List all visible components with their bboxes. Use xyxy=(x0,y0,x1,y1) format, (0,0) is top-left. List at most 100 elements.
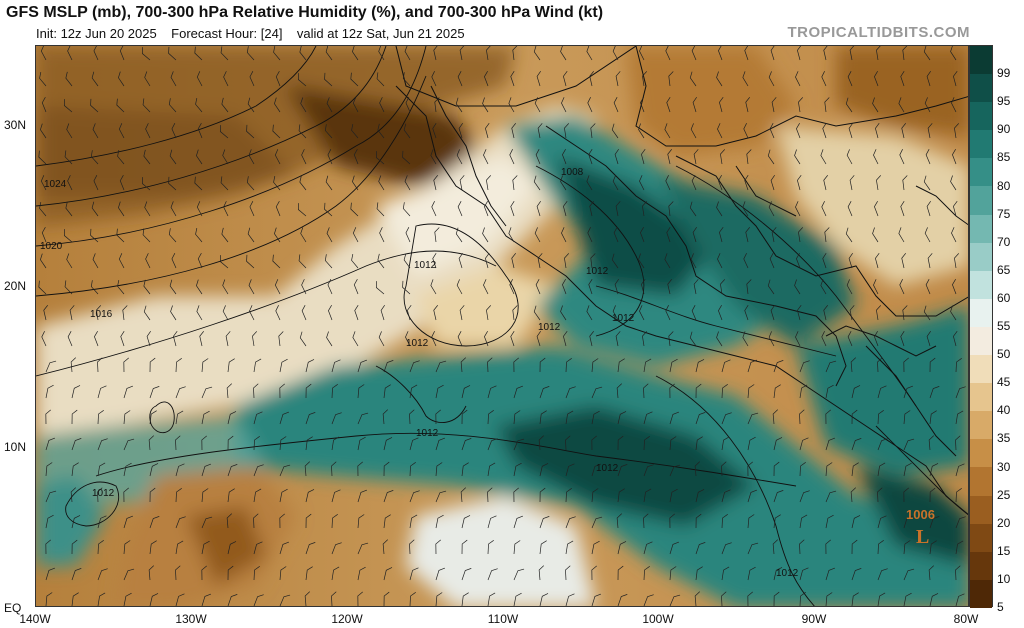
wind-barb xyxy=(773,591,780,606)
colorbar-label: 35 xyxy=(997,431,1011,446)
wind-barb xyxy=(721,513,728,529)
wind-barb xyxy=(383,437,393,451)
wind-barb xyxy=(298,124,307,139)
wind-barb xyxy=(667,149,672,165)
wind-barb xyxy=(510,330,515,347)
wind-barb xyxy=(45,409,51,425)
wind-barb xyxy=(611,123,619,139)
wind-barb xyxy=(691,304,697,321)
wind-barb xyxy=(175,593,185,606)
wind-barb xyxy=(196,201,203,217)
wind-barb xyxy=(591,593,602,606)
wind-barb xyxy=(951,227,957,243)
wind-barb xyxy=(692,96,697,113)
wind-barb xyxy=(821,331,827,347)
wind-barb xyxy=(851,515,861,529)
wind-barb xyxy=(747,359,758,373)
wind-barb xyxy=(253,358,262,373)
wind-barb xyxy=(149,487,156,503)
wind-barb xyxy=(718,304,723,321)
wind-barb xyxy=(123,592,132,606)
wind-barb xyxy=(669,541,680,555)
isobar-label: 1012 xyxy=(406,338,429,349)
wind-barb xyxy=(924,227,931,243)
wind-barb xyxy=(799,567,809,581)
wind-barb xyxy=(845,97,853,113)
lat-label: 10N xyxy=(4,440,27,454)
colorbar-label: 45 xyxy=(997,375,1011,390)
wind-barb xyxy=(171,253,177,269)
wind-barb xyxy=(721,542,732,555)
wind-barb xyxy=(950,175,957,191)
wind-barb xyxy=(246,254,255,269)
wind-barb xyxy=(435,360,447,373)
wind-barb xyxy=(305,566,313,581)
wind-barb xyxy=(461,409,468,425)
wind-barb xyxy=(382,409,389,425)
wind-barb xyxy=(900,200,905,217)
wind-barb xyxy=(563,200,568,217)
wind-barb xyxy=(825,437,836,451)
wind-barb xyxy=(742,331,749,347)
wind-barb xyxy=(825,490,837,503)
lat-label: 30N xyxy=(4,118,27,132)
wind-barb xyxy=(591,410,600,425)
low-pressure-symbol: L xyxy=(916,526,929,548)
wind-barb xyxy=(773,384,781,399)
wind-barb xyxy=(196,71,203,87)
wind-barb xyxy=(149,516,160,529)
wind-barb xyxy=(641,148,646,165)
wind-barb xyxy=(455,97,463,113)
wind-barb xyxy=(383,490,394,503)
isobar-label: 1012 xyxy=(586,266,609,277)
wind-barb xyxy=(328,304,333,321)
wind-barb xyxy=(772,409,779,425)
wind-barb xyxy=(227,435,234,451)
wind-barb xyxy=(409,409,415,425)
wind-barb xyxy=(925,278,931,295)
wind-barb xyxy=(279,411,290,425)
wind-barb xyxy=(173,330,178,347)
lon-label: 80W xyxy=(953,612,979,626)
wind-barb xyxy=(824,97,830,113)
wind-barb xyxy=(877,438,888,451)
wind-barb xyxy=(301,304,307,321)
wind-barb xyxy=(357,542,369,555)
wind-barb xyxy=(820,279,827,295)
wind-barb xyxy=(253,565,260,581)
wind-barb xyxy=(331,513,338,529)
wind-barb xyxy=(227,358,235,373)
wind-barb xyxy=(375,151,385,165)
wind-barb xyxy=(297,73,307,87)
wind-barb xyxy=(275,200,281,217)
wind-barb xyxy=(377,123,385,139)
wind-barb xyxy=(586,305,593,321)
wind-barb xyxy=(331,383,338,399)
wind-barb xyxy=(820,149,827,165)
isobar-label: 1012 xyxy=(596,463,619,474)
wind-barb xyxy=(539,386,550,399)
wind-barb xyxy=(742,201,749,217)
wind-barb xyxy=(403,123,411,139)
wind-barb xyxy=(614,148,619,165)
wind-barb xyxy=(537,253,543,269)
wind-barb xyxy=(825,514,834,529)
wind-barb xyxy=(825,360,837,373)
wind-barb xyxy=(565,516,576,529)
isobar-label: 1012 xyxy=(416,428,439,439)
wind-barb xyxy=(435,384,444,399)
wind-barb xyxy=(929,386,940,399)
wind-barb xyxy=(665,305,671,321)
wind-barb xyxy=(513,385,524,399)
wind-barb xyxy=(253,464,264,477)
wind-barb xyxy=(90,280,99,295)
wind-barb xyxy=(669,411,680,425)
wind-barb xyxy=(689,201,697,217)
wind-barb xyxy=(97,357,103,373)
wind-barb xyxy=(615,331,621,347)
wind-barb xyxy=(91,201,99,217)
wind-barb xyxy=(248,149,255,165)
wind-barb xyxy=(695,542,706,555)
wind-barb xyxy=(90,150,99,165)
wind-barb xyxy=(768,71,775,87)
